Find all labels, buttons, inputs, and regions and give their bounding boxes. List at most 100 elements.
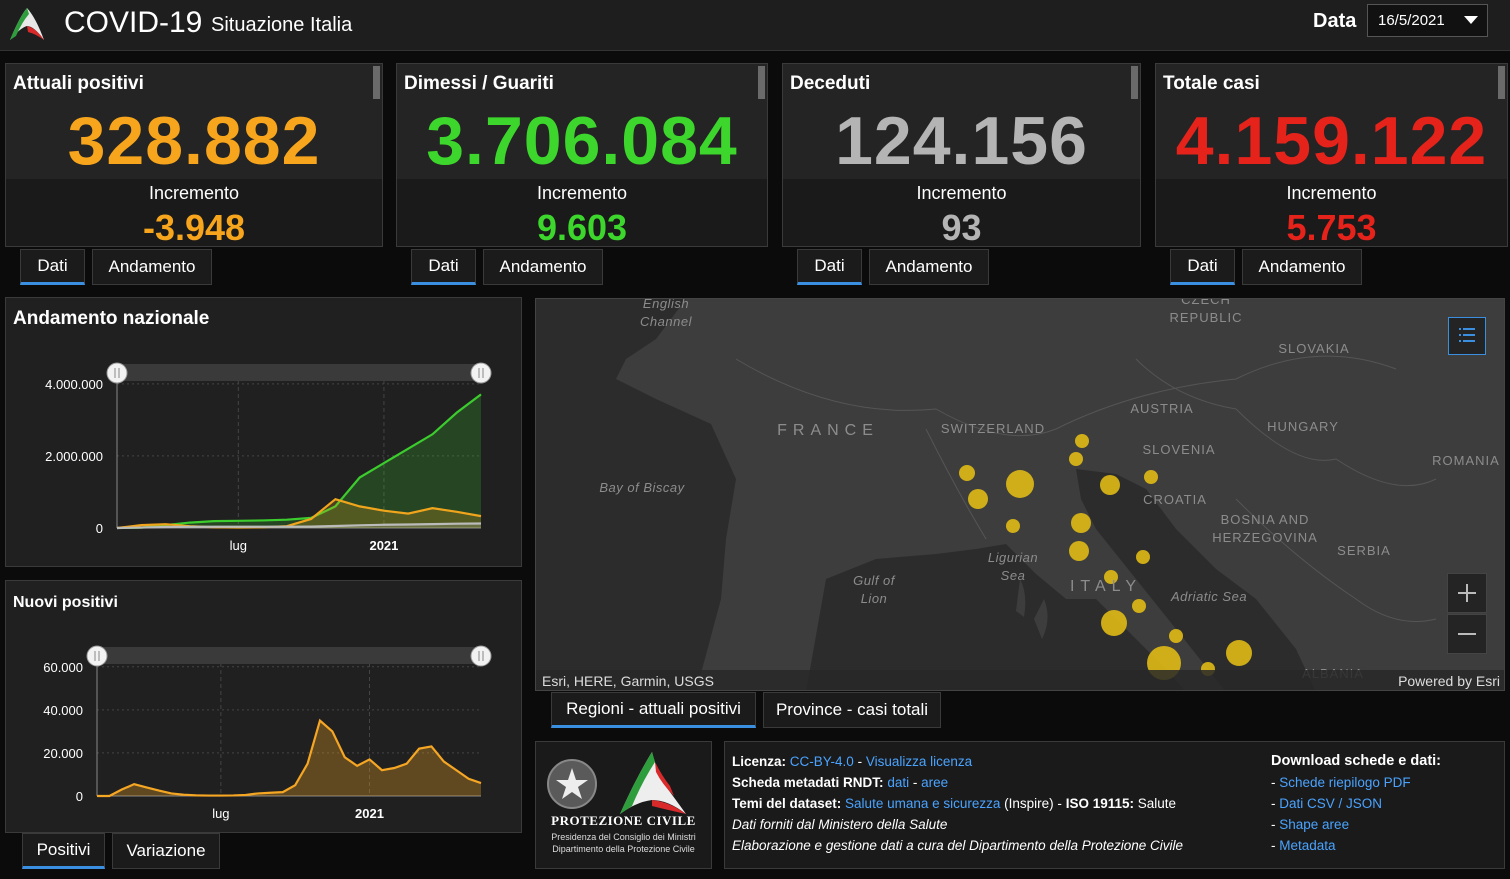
legend-button[interactable] [1448,317,1486,355]
y-tick-label: 0 [96,521,103,536]
text-line: - Shape aree [1271,814,1441,835]
map-label: SLOVENIA [1142,442,1216,457]
app-subtitle: Situazione Italia [211,14,353,36]
tab[interactable]: Andamento [869,249,989,285]
chart: Nuovi positivi 0 20.000 40.000 60.000 lug 2021 [13,594,492,821]
legend-icon [1459,328,1475,342]
link[interactable]: Metadata [1279,838,1336,853]
card-value: 4.159.122 [1175,103,1488,179]
date-value: 16/5/2021 [1378,12,1445,29]
powered-by[interactable]: Powered by Esri [1398,673,1500,689]
tab[interactable]: Andamento [92,249,212,285]
increment-label: Incremento [536,183,628,203]
range-slider [97,647,481,664]
series-line [97,718,482,798]
increment-label: Incremento [1286,183,1377,203]
tab[interactable]: Regioni - attuali positivi [551,692,756,728]
link[interactable]: Visualizza licenza [865,754,973,769]
y-tick-label: 2.000.000 [45,449,103,464]
download-title: Download schede e dati: [1271,753,1441,769]
tab[interactable]: Dati [20,249,85,285]
map-label: BOSNIA AND HERZEGOVINA [1212,512,1318,545]
y-tick-label: 20.000 [43,746,83,761]
chart-panel: Andamento nazionale 0 2.000.000 4.000.000 lu… [5,297,522,567]
increment-value: 9.603 [536,207,628,247]
scrollbar [1131,66,1138,99]
text-line: Dati forniti dal Ministero della Salute [732,814,1183,835]
tab[interactable]: Andamento [483,249,603,285]
text-line: Elaborazione e gestione dati a cura del … [732,835,1183,856]
link[interactable]: dati [887,775,910,790]
chart: Andamento nazionale 0 2.000.000 4.000.000 lu… [13,308,492,553]
date-dropdown[interactable]: 16/5/2021 [1367,4,1488,37]
link[interactable]: aree [921,775,949,790]
card-value: 3.706.084 [426,103,738,179]
tab[interactable]: Dati [1170,249,1235,285]
increment-value: 93 [941,207,982,247]
stat-card: Deceduti 124.156 Incremento 93 [782,63,1141,247]
logo-emblems [547,752,686,814]
increment-label: Incremento [148,183,240,203]
tab[interactable]: Andamento [1242,249,1362,285]
map-label: SLOVAKIA [1278,341,1350,356]
link[interactable]: CC-BY-4.0 [789,754,854,769]
chart-title: Nuovi positivi [13,594,118,611]
tab[interactable]: Dati [411,249,476,285]
slider-handle [86,645,108,667]
stat-card: Attuali positivi 328.882 Incremento -3.948 [5,63,383,247]
zoom-out[interactable] [1447,614,1487,654]
text-line: Scheda metadati RNDT: dati - aree [732,772,1183,793]
tab[interactable]: Positivi [22,833,105,869]
scrollbar [373,66,380,99]
y-tick-label: 40.000 [43,703,83,718]
text-line: Licenza: CC-BY-4.0 - Visualizza licenza [732,751,1183,772]
text-line: - Schede riepilogo PDF [1271,772,1441,793]
link[interactable]: Dati CSV / JSON [1279,796,1383,811]
card-value: 124.156 [835,103,1088,179]
text: - [1271,838,1276,853]
tab[interactable]: Variazione [112,833,220,869]
map-label: HUNGARY [1267,419,1339,434]
header: COVID-19 Situazione Italia Data 16/5/202… [0,0,1510,51]
minus-icon [1458,633,1476,635]
map-label: Ligurian Sea [987,550,1039,583]
text: Temi del dataset: [732,796,842,811]
attribution: Esri, HERE, Garmin, USGS [542,673,714,689]
map-label: Bay of Biscay [599,480,685,495]
text: Elaborazione e gestione dati a cura del … [732,838,1184,853]
link[interactable]: Salute umana e sicurezza [845,796,1001,811]
text: Salute [1137,796,1177,811]
text: - [912,775,918,790]
increment-value: 5.753 [1286,207,1377,247]
scrollbar [758,66,765,99]
logo-panel: PROTEZIONE CIVILE Presidenza del Consigl… [535,741,712,869]
map-label: ROMANIA [1432,453,1500,468]
zoom-in[interactable] [1447,573,1487,613]
x-tick-label: 2021 [369,538,398,553]
map-label: Adriatic Sea [1170,589,1248,604]
card-title: Totale casi [1163,73,1260,94]
info-panel: Licenza: CC-BY-4.0 - Visualizza licenza S… [724,741,1505,869]
map-base [536,299,1437,690]
series-line [116,393,482,530]
date-label: Data [1313,10,1357,32]
y-tick-label: 4.000.000 [45,377,103,392]
card-header [397,64,767,179]
map-label: SWITZERLAND [940,421,1046,436]
logo-line: Presidenza del Consiglio dei Ministri [551,832,696,842]
text-line: Temi del dataset: Salute umana e sicurez… [732,793,1183,814]
map[interactable]: English Channel CZECH REPUBLIC SLOVAKIA FRA… [535,298,1505,691]
downloads: Download schede e dati: - Schede riepilo… [1271,751,1441,856]
card-value: 328.882 [67,103,321,179]
map-label: English Channel [640,298,692,329]
link[interactable]: Schede riepilogo PDF [1279,775,1411,790]
tab[interactable]: Province - casi totali [763,692,941,728]
link[interactable]: Shape aree [1279,817,1350,832]
map-label: CROATIA [1143,492,1207,507]
tab[interactable]: Dati [797,249,862,285]
app-title: COVID-19 [64,6,203,39]
increment-label: Incremento [916,183,1007,203]
text-line: - Dati CSV / JSON [1271,793,1441,814]
series-area [97,720,481,796]
